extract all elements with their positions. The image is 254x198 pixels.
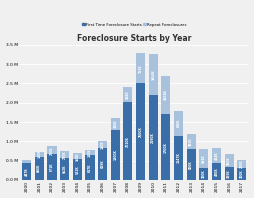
Text: 220K: 220K xyxy=(239,160,243,168)
Text: 200K: 200K xyxy=(50,146,54,154)
Bar xyxy=(161,76,170,114)
Bar xyxy=(35,151,44,157)
Bar xyxy=(186,149,195,180)
Text: 504K: 504K xyxy=(201,154,205,163)
Text: 447K: 447K xyxy=(25,167,28,176)
Text: 1004K: 1004K xyxy=(163,90,167,100)
Legend: First Time Foreclosure Starts, Repeat Foreclosures: First Time Foreclosure Starts, Repeat Fo… xyxy=(82,23,186,27)
Text: 671K: 671K xyxy=(50,163,54,171)
Text: 562K: 562K xyxy=(62,165,66,173)
Text: 408K: 408K xyxy=(125,90,130,99)
Text: 180K: 180K xyxy=(100,141,104,149)
Bar xyxy=(110,130,119,180)
Text: 300K: 300K xyxy=(201,170,205,178)
Text: 160K: 160K xyxy=(75,152,79,161)
Bar xyxy=(22,160,31,163)
Bar xyxy=(98,148,107,180)
Bar xyxy=(211,163,220,180)
Bar xyxy=(85,150,94,155)
Bar xyxy=(199,149,208,168)
Bar xyxy=(224,153,233,167)
Bar xyxy=(135,84,145,180)
Text: 383K: 383K xyxy=(188,137,193,146)
Text: 800K: 800K xyxy=(188,160,193,169)
Bar xyxy=(224,167,233,180)
Text: 350K: 350K xyxy=(226,156,230,165)
Bar xyxy=(236,168,245,180)
Text: 130K: 130K xyxy=(88,148,92,157)
Title: Foreclosure Starts by Year: Foreclosure Starts by Year xyxy=(77,34,191,43)
Bar xyxy=(60,150,69,158)
Bar xyxy=(173,111,182,136)
Bar xyxy=(35,157,44,180)
Text: 130K: 130K xyxy=(37,150,41,158)
Text: 200K: 200K xyxy=(62,150,66,159)
Bar xyxy=(186,134,195,149)
Text: 404K: 404K xyxy=(214,151,218,160)
Bar xyxy=(22,163,31,180)
Text: 1064K: 1064K xyxy=(151,70,155,80)
Text: 430K: 430K xyxy=(214,167,218,176)
Text: 646K: 646K xyxy=(176,119,180,127)
Bar xyxy=(72,153,82,159)
Bar xyxy=(47,154,56,180)
Text: 310K: 310K xyxy=(113,119,117,128)
Bar xyxy=(173,136,182,180)
Text: 1700K: 1700K xyxy=(163,142,167,152)
Text: 1300K: 1300K xyxy=(113,149,117,160)
Bar xyxy=(135,53,145,84)
Bar xyxy=(98,141,107,148)
Text: 819K: 819K xyxy=(100,160,104,168)
Bar xyxy=(85,155,94,180)
Bar xyxy=(72,159,82,180)
Bar xyxy=(123,102,132,180)
Text: 335K: 335K xyxy=(226,169,230,178)
Text: 783K: 783K xyxy=(138,64,142,73)
Bar xyxy=(47,146,56,154)
Bar xyxy=(110,118,119,130)
Bar xyxy=(148,54,157,95)
Bar xyxy=(236,160,245,168)
Bar xyxy=(60,158,69,180)
Text: 606K: 606K xyxy=(37,164,41,172)
Bar xyxy=(199,168,208,180)
Text: 2500K: 2500K xyxy=(138,126,142,137)
Bar xyxy=(123,87,132,102)
Text: 647K: 647K xyxy=(88,163,92,172)
Bar xyxy=(148,95,157,180)
Text: 1147K: 1147K xyxy=(176,152,180,163)
Text: 2010K: 2010K xyxy=(125,136,130,147)
Bar xyxy=(211,148,220,163)
Text: 2190K: 2190K xyxy=(151,132,155,143)
Bar xyxy=(161,114,170,180)
Text: 531K: 531K xyxy=(75,165,79,174)
Text: 300K: 300K xyxy=(239,170,243,178)
